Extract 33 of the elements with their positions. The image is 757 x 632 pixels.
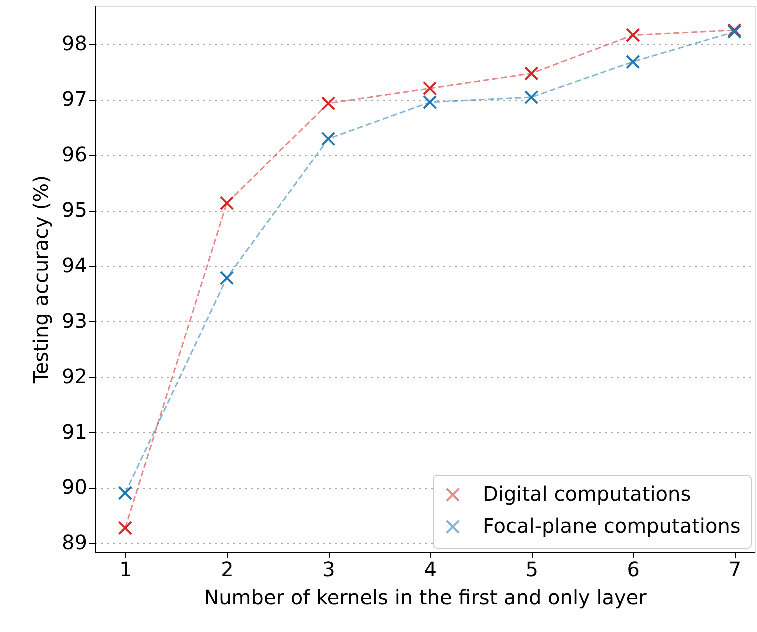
point <box>220 271 234 286</box>
x-axis-title: Number of kernels in the first and only layer <box>204 586 648 610</box>
x-tick-label: 5 <box>526 558 538 582</box>
y-tick-label: 93 <box>62 308 88 333</box>
point <box>118 486 133 500</box>
x-tick-label: 4 <box>424 558 437 582</box>
y-tick-label: 90 <box>62 475 88 500</box>
y-axis-title: Testing accuracy (%) <box>29 176 54 384</box>
x-tick-label: 7 <box>728 558 742 582</box>
y-tick-label: 98 <box>62 32 88 56</box>
y-tick-label: 97 <box>62 87 88 112</box>
y-tick-label: 91 <box>62 420 88 444</box>
point <box>422 81 438 96</box>
point <box>220 196 234 210</box>
y-tick-label: 92 <box>62 364 88 388</box>
point <box>626 28 640 43</box>
point <box>524 66 539 81</box>
y-tick-label: 94 <box>62 253 88 278</box>
point <box>626 54 640 70</box>
x-tick-label: 6 <box>627 558 640 582</box>
legend-label: Digital computations <box>483 482 692 506</box>
point <box>524 90 539 105</box>
y-tick-label: 89 <box>62 530 88 555</box>
legend-label: Focal-plane computations <box>483 514 741 538</box>
point <box>321 132 336 146</box>
point <box>118 521 133 536</box>
x-tick-label: 2 <box>221 558 234 582</box>
point <box>422 95 438 110</box>
y-tick-label: 96 <box>62 142 88 167</box>
point <box>321 96 336 111</box>
y-tick-label: 95 <box>62 198 88 222</box>
x-tick-label: 3 <box>322 558 336 582</box>
x-tick-label: 1 <box>120 558 132 582</box>
